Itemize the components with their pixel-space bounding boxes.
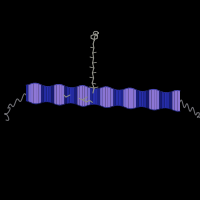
Polygon shape [26,85,28,102]
Polygon shape [59,84,62,105]
Polygon shape [144,91,146,108]
Polygon shape [62,85,64,105]
Polygon shape [49,86,51,103]
Polygon shape [75,87,77,105]
Polygon shape [159,91,162,109]
Polygon shape [116,90,118,106]
Polygon shape [162,92,165,108]
Polygon shape [67,87,70,103]
Polygon shape [87,87,90,106]
Polygon shape [82,86,85,106]
Polygon shape [151,89,154,110]
Polygon shape [134,89,136,108]
Polygon shape [98,88,100,106]
Polygon shape [44,86,46,102]
Polygon shape [28,84,31,103]
Polygon shape [85,86,87,106]
Polygon shape [113,89,116,106]
Polygon shape [77,86,80,106]
Polygon shape [165,92,167,108]
Polygon shape [39,84,41,104]
Polygon shape [118,90,121,106]
Polygon shape [170,91,172,110]
Polygon shape [92,89,95,104]
Polygon shape [136,90,139,108]
Polygon shape [177,91,180,111]
Polygon shape [106,87,108,108]
Polygon shape [146,90,149,109]
Polygon shape [100,87,103,107]
Polygon shape [123,89,126,108]
Polygon shape [141,91,144,107]
Polygon shape [149,89,151,110]
Polygon shape [126,88,129,109]
Polygon shape [172,91,175,111]
Polygon shape [167,92,170,109]
Polygon shape [41,85,44,103]
Polygon shape [72,87,75,104]
Polygon shape [64,86,67,104]
Polygon shape [129,88,131,109]
Polygon shape [175,91,177,111]
Polygon shape [46,86,49,102]
Polygon shape [154,89,157,110]
Polygon shape [36,83,39,104]
Polygon shape [103,87,106,107]
Polygon shape [95,89,98,105]
Polygon shape [131,88,134,109]
Polygon shape [70,88,72,103]
Polygon shape [108,87,111,108]
Polygon shape [51,85,54,104]
Polygon shape [111,88,113,107]
Polygon shape [54,85,56,105]
Polygon shape [121,89,123,107]
Polygon shape [33,83,36,104]
Polygon shape [80,86,82,106]
Polygon shape [31,83,33,104]
Polygon shape [157,90,159,110]
Polygon shape [90,88,92,105]
Polygon shape [56,84,59,105]
Polygon shape [139,91,141,107]
